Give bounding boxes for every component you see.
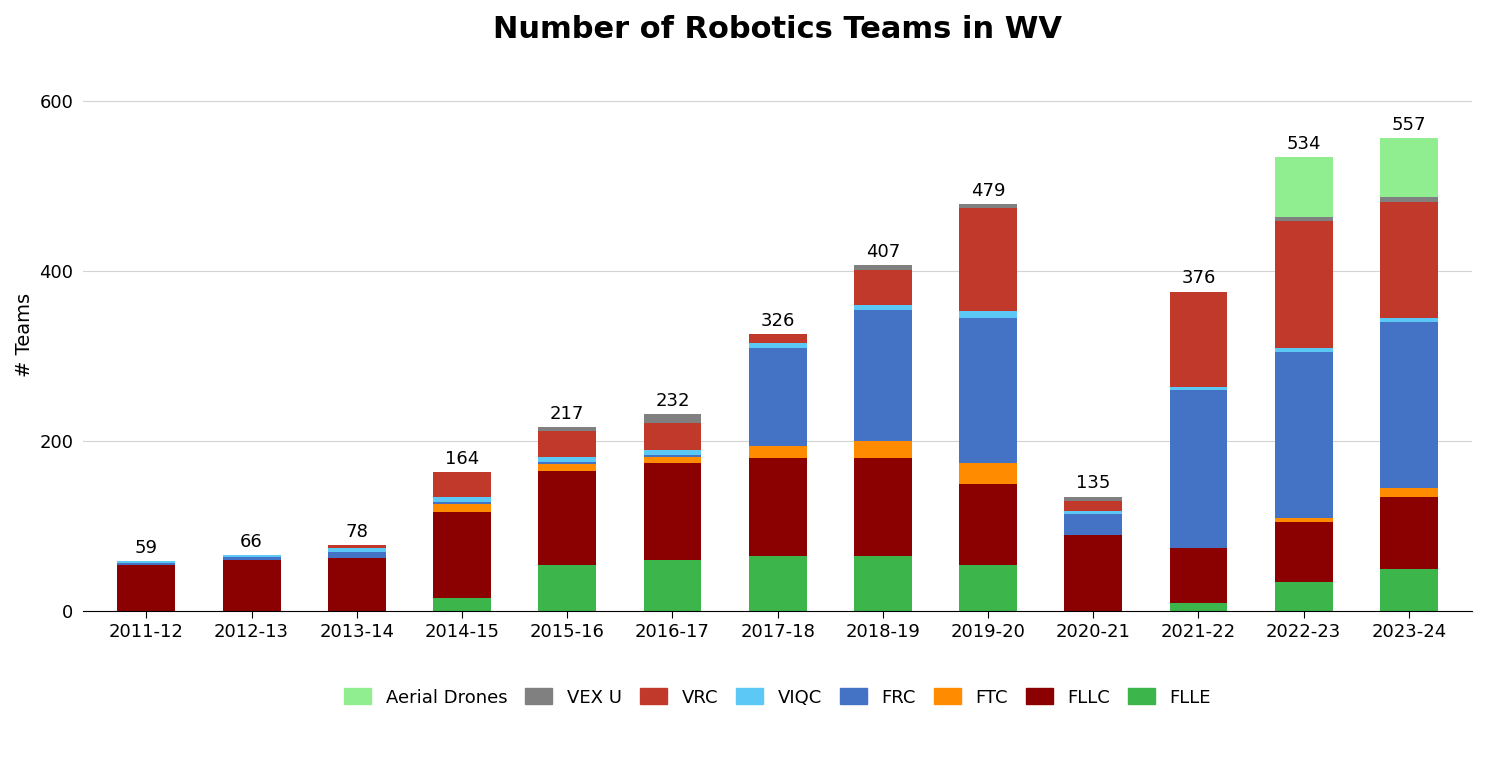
Bar <box>538 471 596 565</box>
Bar <box>644 455 702 458</box>
Bar <box>959 565 1017 612</box>
Text: 557: 557 <box>1392 116 1426 134</box>
Bar <box>1274 522 1332 582</box>
Title: Number of Robotics Teams in WV: Number of Robotics Teams in WV <box>494 15 1062 44</box>
Bar <box>1274 348 1332 352</box>
Text: 376: 376 <box>1181 269 1216 287</box>
Bar <box>959 483 1017 565</box>
Bar <box>327 558 385 612</box>
Text: 479: 479 <box>971 182 1005 200</box>
Bar <box>959 318 1017 462</box>
Bar <box>538 464 596 471</box>
Bar <box>1380 318 1438 323</box>
Bar <box>1170 603 1227 612</box>
Bar <box>1380 497 1438 569</box>
Bar <box>433 497 491 501</box>
Bar <box>749 348 806 445</box>
Bar <box>1380 323 1438 488</box>
Text: 407: 407 <box>865 243 900 261</box>
Text: 59: 59 <box>135 539 158 557</box>
Bar <box>1380 138 1438 198</box>
Text: 66: 66 <box>241 533 263 551</box>
Bar <box>644 414 702 423</box>
Bar <box>854 305 912 309</box>
Bar <box>1065 497 1123 501</box>
Bar <box>538 431 596 458</box>
Bar <box>327 547 385 551</box>
Bar <box>1065 511 1123 514</box>
Legend: Aerial Drones, VEX U, VRC, VIQC, FRC, FTC, FLLC, FLLE: Aerial Drones, VEX U, VRC, VIQC, FRC, FT… <box>338 681 1218 714</box>
Bar <box>1274 158 1332 217</box>
Bar <box>1065 535 1123 612</box>
Bar <box>854 458 912 556</box>
Bar <box>644 423 702 450</box>
Bar <box>959 462 1017 483</box>
Bar <box>433 501 491 505</box>
Bar <box>433 472 491 497</box>
Text: 217: 217 <box>550 405 584 423</box>
Bar <box>1380 198 1438 201</box>
Bar <box>959 209 1017 312</box>
Bar <box>749 458 806 556</box>
Bar <box>854 441 912 458</box>
Bar <box>1065 501 1123 511</box>
Bar <box>1274 582 1332 612</box>
Bar <box>433 597 491 612</box>
Bar <box>854 269 912 305</box>
Bar <box>223 560 281 612</box>
Bar <box>1170 390 1227 547</box>
Text: 534: 534 <box>1286 135 1320 153</box>
Text: 326: 326 <box>760 312 796 330</box>
Bar <box>1380 569 1438 612</box>
Bar <box>117 563 175 565</box>
Bar <box>1380 488 1438 497</box>
Y-axis label: # Teams: # Teams <box>15 293 34 377</box>
Bar <box>433 505 491 512</box>
Bar <box>749 556 806 612</box>
Bar <box>644 560 702 612</box>
Bar <box>959 204 1017 209</box>
Text: 78: 78 <box>345 522 369 540</box>
Bar <box>1065 514 1123 535</box>
Bar <box>433 512 491 597</box>
Bar <box>538 462 596 464</box>
Bar <box>749 343 806 348</box>
Bar <box>1170 291 1227 387</box>
Bar <box>117 561 175 563</box>
Bar <box>1380 201 1438 318</box>
Text: 164: 164 <box>445 450 479 468</box>
Bar <box>854 309 912 441</box>
Bar <box>854 556 912 612</box>
Bar <box>1274 518 1332 522</box>
Bar <box>538 427 596 431</box>
Bar <box>327 551 385 558</box>
Bar <box>1274 221 1332 348</box>
Bar <box>538 565 596 612</box>
Bar <box>644 458 702 462</box>
Bar <box>1274 217 1332 221</box>
Bar <box>959 312 1017 318</box>
Text: 232: 232 <box>656 392 690 410</box>
Bar <box>854 266 912 269</box>
Bar <box>117 565 175 612</box>
Bar <box>1274 352 1332 518</box>
Bar <box>749 334 806 343</box>
Bar <box>749 445 806 458</box>
Bar <box>538 458 596 462</box>
Bar <box>327 545 385 547</box>
Bar <box>644 462 702 560</box>
Bar <box>1170 387 1227 390</box>
Bar <box>223 555 281 557</box>
Bar <box>1170 547 1227 603</box>
Bar <box>223 557 281 560</box>
Bar <box>644 450 702 455</box>
Text: 135: 135 <box>1077 474 1111 492</box>
